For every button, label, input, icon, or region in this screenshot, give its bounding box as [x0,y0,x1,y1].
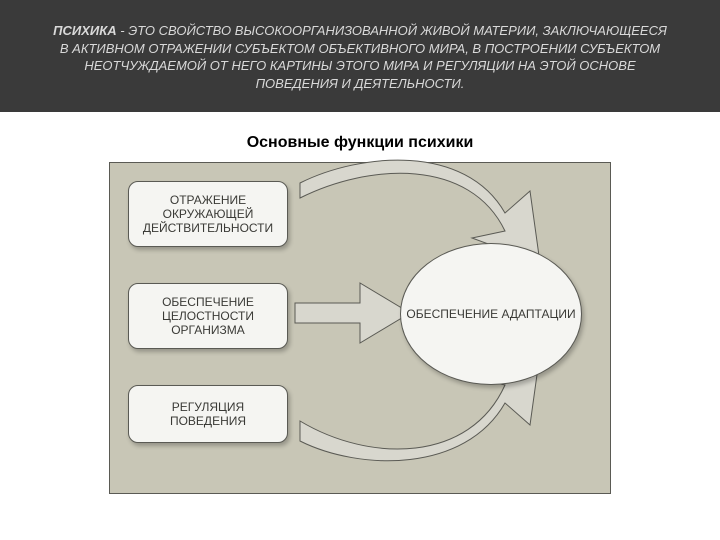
box-integrity-label: ОБЕСПЕЧЕНИЕ ЦЕЛОСТНОСТИ ОРГАНИЗМА [133,295,283,337]
box-integrity: ОБЕСПЕЧЕНИЕ ЦЕЛОСТНОСТИ ОРГАНИЗМА [128,283,288,349]
header-term: ПСИХИКА [53,23,117,38]
subtitle: Основные функции психики [0,134,720,152]
box-regulate-label: РЕГУЛЯЦИЯ ПОВЕДЕНИЯ [133,400,283,428]
arrow-middle-path [295,283,410,343]
box-reflect: ОТРАЖЕНИЕ ОКРУЖАЮЩЕЙ ДЕЙСТВИТЕЛЬНОСТИ [128,181,288,247]
box-reflect-label: ОТРАЖЕНИЕ ОКРУЖАЮЩЕЙ ДЕЙСТВИТЕЛЬНОСТИ [133,193,283,235]
ellipse-adaptation-label: ОБЕСПЕЧЕНИЕ АДАПТАЦИИ [406,307,575,321]
diagram-container: ОТРАЖЕНИЕ ОКРУЖАЮЩЕЙ ДЕЙСТВИТЕЛЬНОСТИ ОБ… [109,162,611,494]
ellipse-adaptation: ОБЕСПЕЧЕНИЕ АДАПТАЦИИ [400,243,582,385]
box-regulate: РЕГУЛЯЦИЯ ПОВЕДЕНИЯ [128,385,288,443]
header-definition: - ЭТО СВОЙСТВО ВЫСОКООРГАНИЗОВАННОЙ ЖИВО… [60,23,667,91]
header-banner: ПСИХИКА - ЭТО СВОЙСТВО ВЫСОКООРГАНИЗОВАН… [0,0,720,112]
